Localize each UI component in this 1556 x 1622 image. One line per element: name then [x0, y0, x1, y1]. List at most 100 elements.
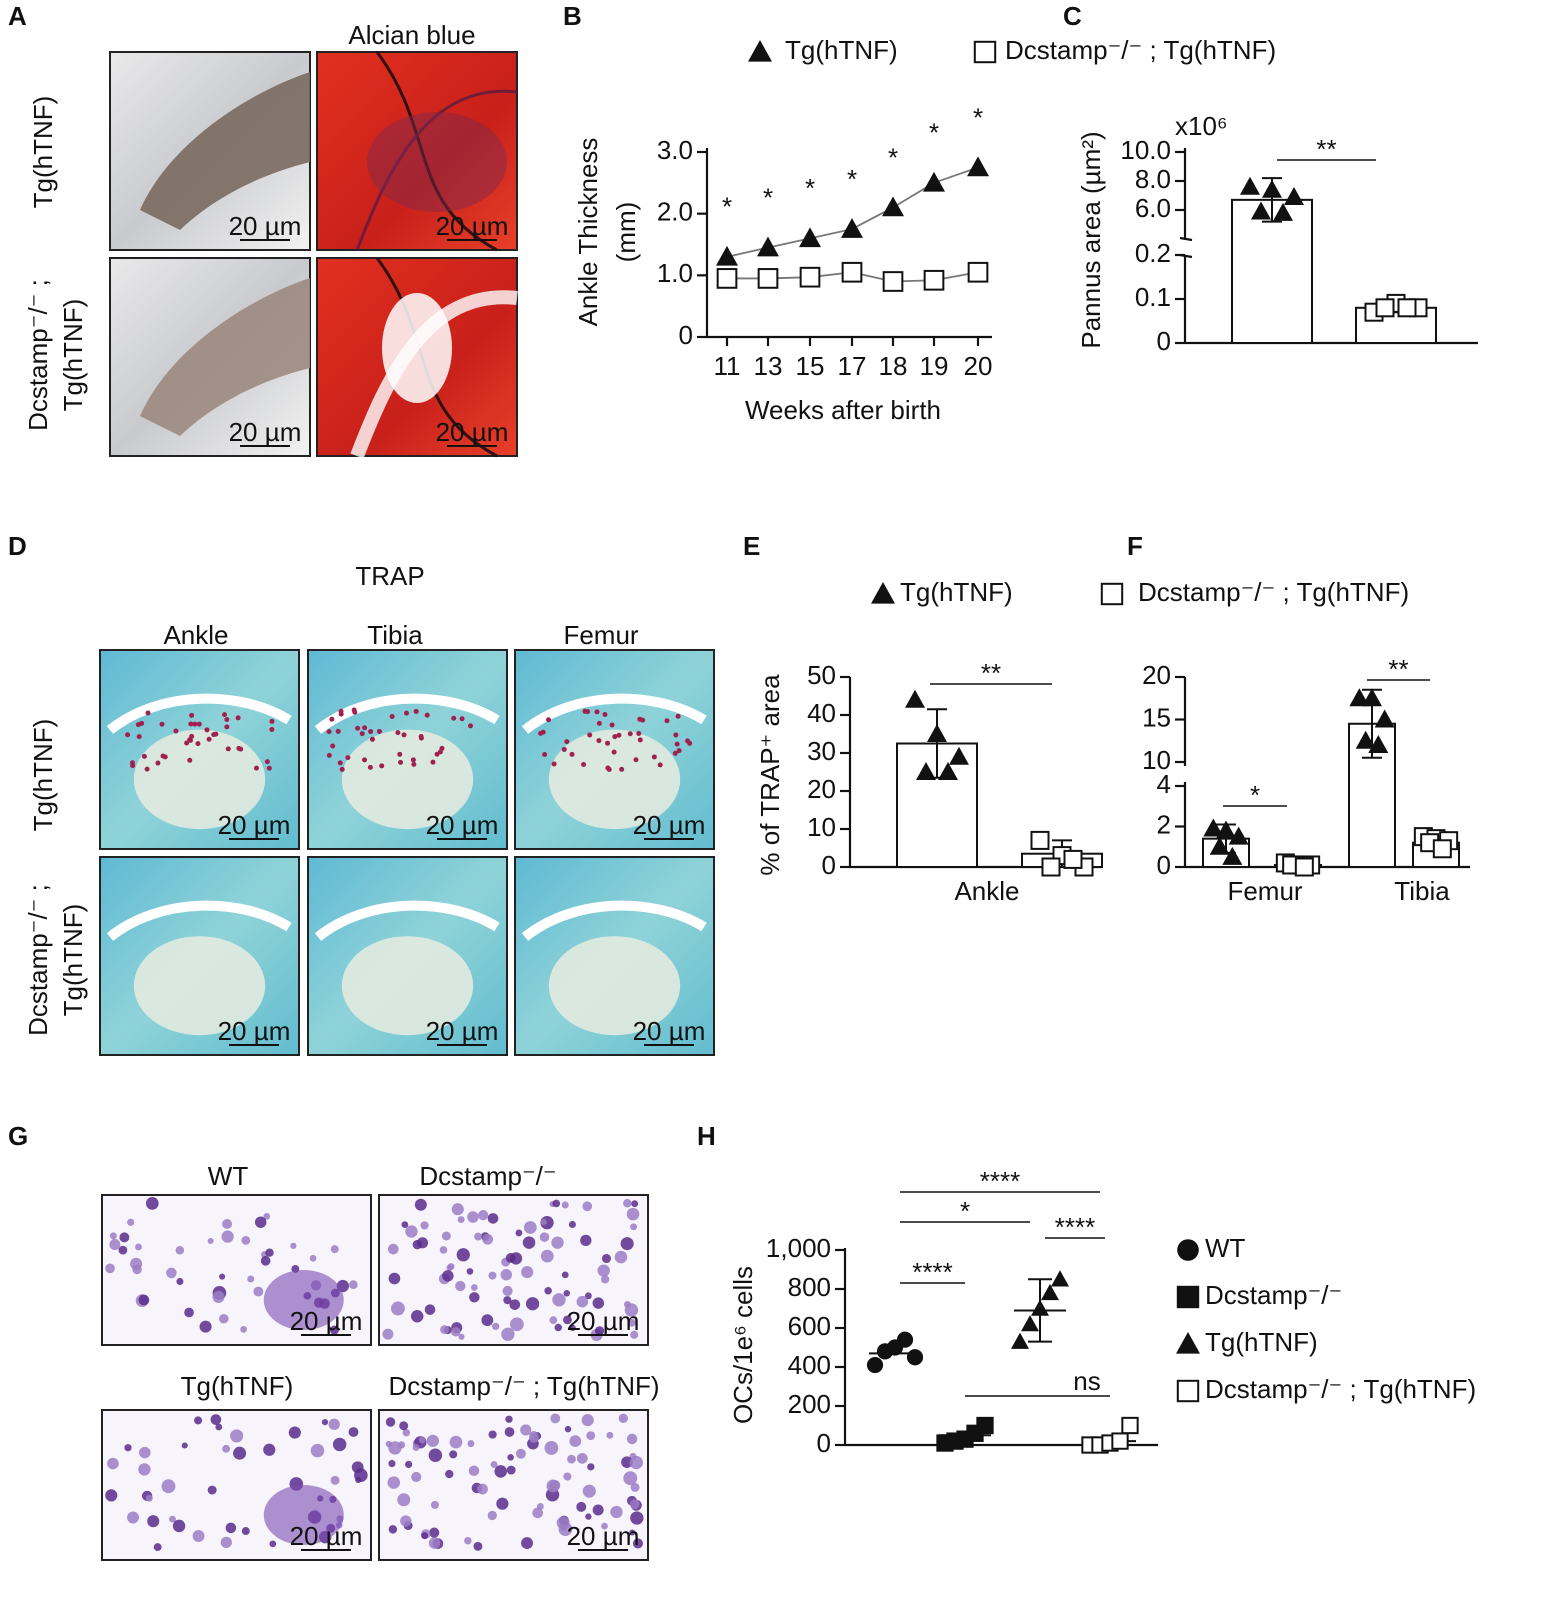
- marker: [1030, 830, 1050, 850]
- marker: [896, 1331, 914, 1348]
- legend-label: Dcstamp⁻/⁻: [1205, 1280, 1342, 1310]
- bone: [521, 900, 707, 941]
- cell: [600, 1275, 610, 1284]
- trap-stain: [551, 761, 557, 767]
- cell: [241, 1236, 251, 1245]
- scale-bar-label: 20 µm: [229, 417, 302, 447]
- trap-stain: [581, 761, 587, 767]
- micrograph: [378, 1409, 649, 1561]
- legend-label: Dcstamp⁻/⁻ ; Tg(hTNF): [1005, 35, 1276, 65]
- panel-label: B: [563, 1, 582, 31]
- panel-label: C: [1063, 1, 1082, 31]
- trap-stain: [188, 721, 194, 727]
- scale-bar-label: 20 µm: [633, 1016, 706, 1046]
- marrow: [133, 936, 266, 1036]
- cell: [597, 1264, 610, 1277]
- trap-stain: [326, 752, 332, 758]
- panel-label: D: [8, 531, 27, 561]
- cell: [504, 1427, 515, 1437]
- marker: [1121, 1416, 1139, 1435]
- marker: [976, 1416, 994, 1435]
- trap-stain: [368, 729, 374, 735]
- cell: [569, 1324, 576, 1331]
- trap-stain: [633, 757, 639, 763]
- marker: [1375, 298, 1395, 318]
- cell: [587, 1463, 595, 1471]
- cell: [240, 1326, 247, 1333]
- row-label: Tg(hTNF): [28, 719, 58, 832]
- marker: [1176, 1285, 1200, 1309]
- cell: [181, 1442, 188, 1449]
- cell: [418, 1436, 426, 1444]
- cell: [496, 1497, 509, 1510]
- y-axis-label: Pannus area (µm²): [1076, 131, 1106, 348]
- cell: [399, 1421, 409, 1431]
- cell: [402, 1428, 411, 1437]
- trap-stain: [398, 759, 404, 765]
- cell: [529, 1431, 539, 1441]
- legend-label: Dcstamp⁻/⁻ ; Tg(hTNF): [1205, 1374, 1476, 1404]
- cell: [629, 1529, 636, 1536]
- row-label: Tg(hTNF): [28, 96, 58, 209]
- cell: [576, 1295, 589, 1308]
- cell: [515, 1448, 526, 1459]
- cell: [621, 1456, 633, 1468]
- marker: [923, 171, 945, 192]
- marrow: [548, 729, 681, 830]
- marker: [716, 245, 738, 266]
- cell: [467, 1440, 475, 1448]
- cell: [490, 1461, 498, 1469]
- cell: [451, 1203, 464, 1216]
- cell: [332, 1437, 347, 1452]
- cell: [610, 1505, 623, 1519]
- cell: [580, 1234, 592, 1247]
- trap-stain: [195, 741, 201, 747]
- cell: [161, 1479, 176, 1494]
- marker: [949, 746, 969, 765]
- scale-bar-label: 20 µm: [229, 211, 302, 241]
- panel-label: F: [1127, 531, 1143, 561]
- cell: [145, 1197, 159, 1210]
- cell: [430, 1500, 439, 1509]
- cell: [355, 1476, 362, 1483]
- cell: [440, 1325, 449, 1335]
- trap-stain: [145, 710, 151, 716]
- cell: [105, 1263, 115, 1274]
- trap-stain: [418, 735, 424, 741]
- column-title: Alcian blue: [348, 20, 475, 50]
- y-tick-label: 50: [807, 660, 836, 690]
- y-tick-label: 0: [817, 1428, 831, 1458]
- trap-stain: [367, 764, 373, 770]
- cell: [585, 1513, 592, 1520]
- marker: [1051, 1270, 1069, 1287]
- cell: [582, 1201, 593, 1212]
- cell: [445, 1469, 454, 1479]
- marker: [1031, 1299, 1049, 1316]
- cell: [540, 1249, 554, 1263]
- panel-label: G: [8, 1121, 28, 1151]
- cell: [576, 1452, 588, 1464]
- micrograph: [316, 51, 518, 252]
- cell: [400, 1515, 412, 1527]
- trap-stain: [397, 751, 403, 757]
- trap-stain: [564, 739, 570, 745]
- trap-stain: [269, 718, 275, 724]
- cell: [127, 1511, 139, 1524]
- cell: [222, 1219, 233, 1229]
- marker: [1021, 1315, 1039, 1332]
- marker: [882, 196, 904, 217]
- cell: [501, 1327, 515, 1341]
- column-title: Femur: [563, 620, 638, 650]
- marker: [1262, 179, 1282, 198]
- cell: [474, 1232, 483, 1241]
- cell: [544, 1440, 559, 1455]
- marker: [1432, 839, 1452, 859]
- cell: [556, 1516, 570, 1530]
- cell: [176, 1277, 184, 1285]
- trap-stain: [673, 732, 679, 738]
- osteoclast: [263, 1270, 344, 1330]
- significance-label: *: [722, 192, 732, 222]
- cell: [624, 1300, 631, 1308]
- micrograph: [109, 51, 311, 251]
